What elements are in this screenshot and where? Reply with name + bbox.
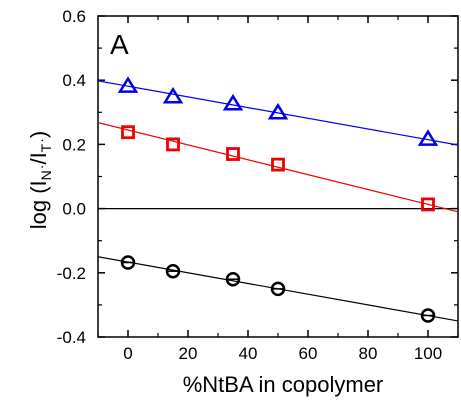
x-tick-label: 100 (414, 344, 442, 363)
y-tick-label: 0.2 (62, 135, 86, 154)
y-axis-title: log (IN·/IT·) (26, 131, 54, 230)
x-tick-label: 80 (359, 344, 378, 363)
x-tick-label: 0 (123, 344, 132, 363)
triangle-point (222, 93, 244, 111)
triangle-point (417, 129, 439, 146)
y-tick-label: -0.2 (57, 264, 86, 283)
square-point (421, 197, 435, 212)
x-tick-label: 40 (239, 344, 258, 363)
y-tick-label: 0.0 (62, 200, 86, 219)
square-fit-line (98, 121, 458, 213)
y-tick-label: 0.6 (62, 7, 86, 26)
y-axis-title-group: log (IN·/IT·) (26, 131, 54, 230)
panel-label: A (110, 29, 129, 60)
square-point (226, 147, 240, 161)
square-point (271, 157, 285, 172)
triangle-point (267, 102, 289, 120)
triangle-point (117, 76, 139, 93)
square-point (121, 125, 135, 140)
y-tick-label: -0.4 (57, 328, 86, 347)
x-tick-label: 20 (179, 344, 198, 363)
triangle-fit-line (98, 80, 458, 146)
y-tick-label: 0.4 (62, 71, 86, 90)
square-point (166, 137, 180, 152)
triangle-point (162, 86, 184, 104)
x-axis-title: %NtBA in copolymer (183, 372, 384, 397)
x-tick-label: 60 (299, 344, 318, 363)
